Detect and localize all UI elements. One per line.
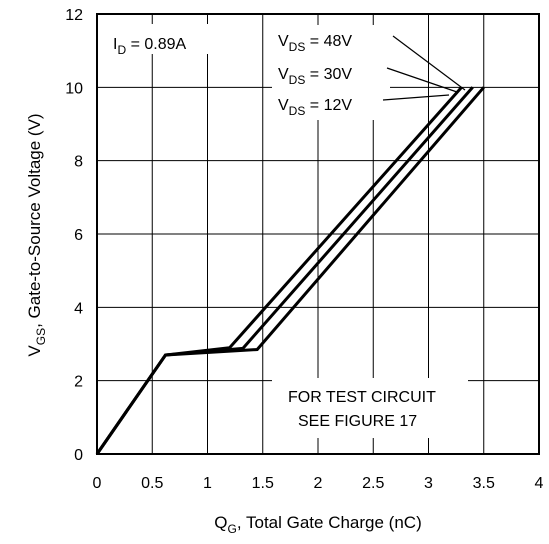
series-label-48v: VDS = 48V [278, 33, 352, 54]
x-tick-label: 0.5 [141, 475, 163, 492]
test-note-line-2: SEE FIGURE 17 [298, 413, 417, 430]
y-tick-label: 10 [65, 80, 83, 97]
y-tick-label: 8 [74, 154, 83, 171]
x-tick-labels: 0 0.5 1 1.5 2 2.5 3 3.5 4 [93, 475, 544, 492]
series-label-box [272, 25, 390, 120]
x-tick-label: 2.5 [362, 475, 384, 492]
y-tick-label: 12 [65, 7, 83, 24]
x-tick-label: 1 [203, 475, 212, 492]
series-lines [95, 86, 485, 455]
x-tick-label: 4 [535, 475, 544, 492]
leader-line-12v [382, 94, 450, 101]
y-tick-label: 2 [74, 374, 83, 391]
x-tick-label: 2 [314, 475, 323, 492]
series-label-12v: VDS = 12V [278, 97, 352, 118]
x-tick-label: 1.5 [252, 475, 274, 492]
x-tick-label: 0 [93, 475, 102, 492]
series-label-30v: VDS = 30V [278, 66, 352, 87]
leader-line-48v [392, 35, 466, 91]
y-tick-label: 4 [74, 300, 83, 317]
y-tick-labels: 0 2 4 6 8 10 12 [65, 7, 83, 464]
test-note-box [272, 378, 468, 438]
x-axis-title: QG, Total Gate Charge (nC) [214, 513, 421, 536]
leader-line-30v [386, 67, 458, 93]
series-line-2 [95, 86, 485, 455]
x-tick-label: 3.5 [473, 475, 495, 492]
condition-box [104, 24, 244, 54]
condition-label: ID = 0.89A [113, 36, 187, 57]
plot-frame [96, 13, 540, 455]
grid-lines [97, 14, 539, 454]
x-tick-label: 3 [424, 475, 433, 492]
test-note-line-1: FOR TEST CIRCUIT [288, 389, 436, 406]
y-tick-label: 6 [74, 227, 83, 244]
y-tick-label: 0 [74, 447, 83, 464]
y-axis-title: VGS, Gate-to-Source Voltage (V) [25, 113, 48, 356]
